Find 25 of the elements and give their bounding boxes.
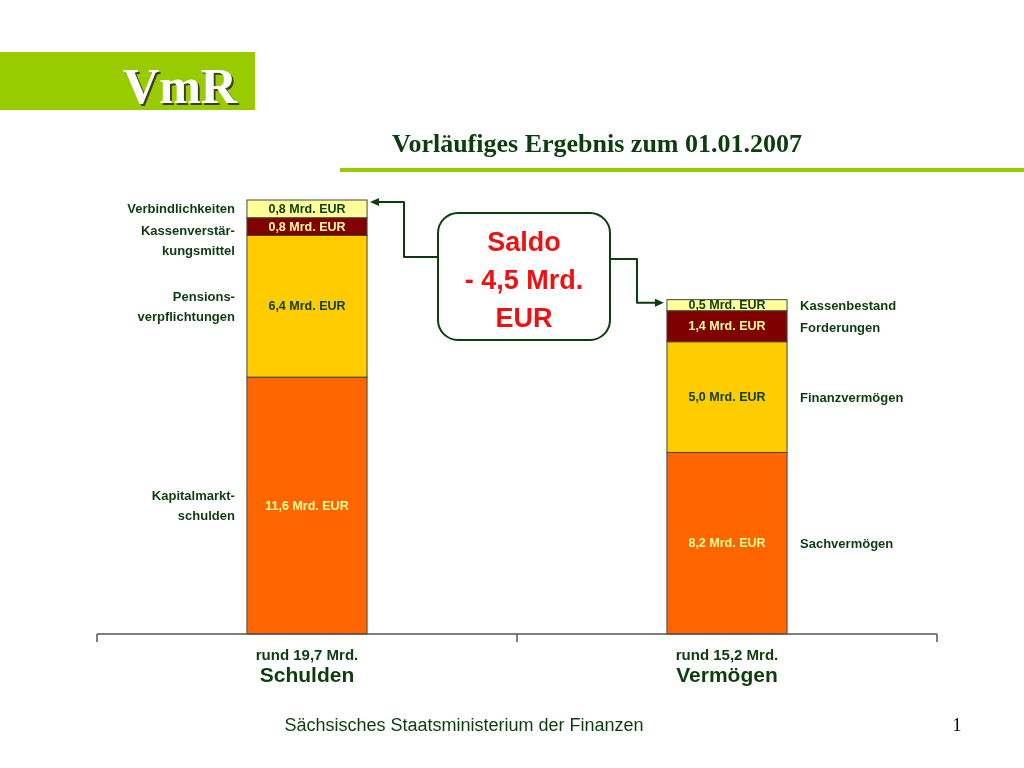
- x-tick-label: Schulden: [259, 663, 355, 686]
- total-label: rund 19,7 Mrd.: [255, 646, 359, 663]
- text: VmR: [123, 58, 238, 114]
- annotation: Saldo - 4,5 Mrd. EUR: [464, 227, 584, 333]
- series-label: Kassenbestand: [800, 297, 897, 313]
- chart-title: Vorläufiges Ergebnis zum 01.01.2007: [392, 129, 802, 158]
- series-label: Finanzvermögen: [800, 389, 904, 405]
- data-label: 0,5 Mrd. EUR: [688, 298, 766, 313]
- series-label: Verbindlichkeiten: [127, 201, 235, 217]
- series-label: Kapitalmarkt- schulden: [151, 488, 235, 524]
- data-label: 6,4 Mrd. EUR: [268, 299, 346, 314]
- x-tick-label: Vermögen: [676, 663, 778, 686]
- text: 1: [952, 715, 962, 735]
- data-label: 11,6 Mrd. EUR: [265, 498, 349, 513]
- data-label: 0,8 Mrd. EUR: [268, 201, 346, 216]
- total-label: rund 15,2 Mrd.: [675, 646, 779, 663]
- data-label: 1,4 Mrd. EUR: [688, 319, 766, 334]
- text: Sächsisches Staatsministerium der Finanzen: [284, 715, 644, 735]
- data-label: 5,0 Mrd. EUR: [688, 390, 766, 405]
- series-label: Kassenverstär- kungsmittel: [140, 223, 235, 259]
- data-label: 8,2 Mrd. EUR: [688, 536, 766, 551]
- series-label: Sachvermögen: [800, 535, 894, 551]
- data-label: 0,8 Mrd. EUR: [268, 219, 346, 234]
- series-label: Forderungen: [800, 319, 881, 335]
- series-label: Pensions- verpflichtungen: [137, 288, 235, 324]
